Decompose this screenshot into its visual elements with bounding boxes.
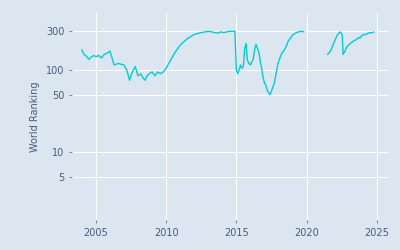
Y-axis label: World Ranking: World Ranking [30,81,40,152]
